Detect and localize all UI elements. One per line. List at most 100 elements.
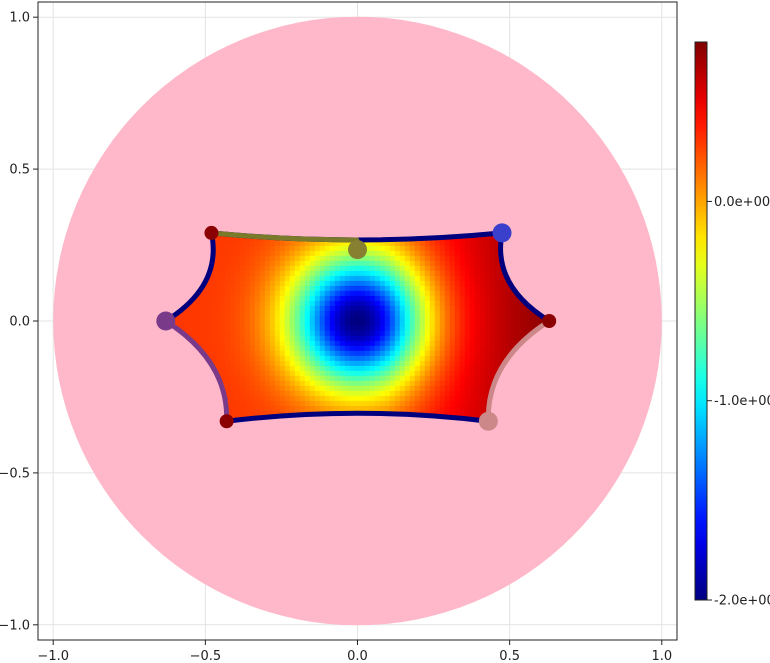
- heatmap-cell: [359, 280, 366, 287]
- heatmap-cell: [234, 260, 241, 267]
- heatmap-cell: [474, 270, 481, 277]
- heatmap-cell: [284, 310, 291, 317]
- heatmap-cell: [429, 240, 436, 247]
- heatmap-cell: [274, 360, 281, 367]
- heatmap-cell: [214, 255, 221, 262]
- heatmap-cell: [494, 275, 501, 282]
- heatmap-cell: [379, 260, 386, 267]
- heatmap-cell: [214, 350, 221, 357]
- heatmap-cell: [359, 285, 366, 292]
- heatmap-cell: [414, 275, 421, 282]
- heatmap-cell: [279, 320, 286, 327]
- heatmap-cell: [469, 410, 476, 417]
- heatmap-cell: [384, 285, 391, 292]
- heatmap-cell: [379, 380, 386, 387]
- heatmap-cell: [494, 295, 501, 302]
- heatmap-cell: [209, 270, 216, 277]
- heatmap-cell: [339, 345, 346, 352]
- heatmap-cell: [439, 335, 446, 342]
- heatmap-cell: [284, 305, 291, 312]
- heatmap-cell: [244, 260, 251, 267]
- heatmap-cell: [254, 410, 261, 417]
- heatmap-cell: [239, 395, 246, 402]
- heatmap-cell: [334, 375, 341, 382]
- heatmap-cell: [299, 245, 306, 252]
- heatmap-cell: [469, 405, 476, 412]
- heatmap-cell: [429, 310, 436, 317]
- heatmap-cell: [334, 305, 341, 312]
- heatmap-cell: [214, 280, 221, 287]
- heatmap-cell: [334, 280, 341, 287]
- heatmap-cell: [514, 330, 521, 337]
- heatmap-cell: [294, 395, 301, 402]
- heatmap-cell: [469, 380, 476, 387]
- heatmap-cell: [324, 380, 331, 387]
- heatmap-cell: [409, 365, 416, 372]
- heatmap-cell: [449, 250, 456, 257]
- heatmap-cell: [434, 240, 441, 247]
- heatmap-cell: [269, 310, 276, 317]
- heatmap-cell: [184, 305, 191, 312]
- heatmap-cell: [239, 245, 246, 252]
- heatmap-cell: [314, 390, 321, 397]
- heatmap-cell: [284, 280, 291, 287]
- heatmap-cell: [249, 315, 256, 322]
- heatmap-cell: [319, 270, 326, 277]
- heatmap-cell: [414, 330, 421, 337]
- heatmap-cell: [474, 265, 481, 272]
- heatmap-cell: [234, 340, 241, 347]
- heatmap-cell: [194, 335, 201, 342]
- heatmap-cell: [354, 320, 361, 327]
- heatmap-cell: [334, 245, 341, 252]
- heatmap-cell: [429, 250, 436, 257]
- polygon-edge-highlight: [208, 230, 360, 243]
- heatmap-cell: [414, 245, 421, 252]
- heatmap-cell: [329, 320, 336, 327]
- heatmap-cell: [264, 245, 271, 252]
- heatmap-cell: [439, 320, 446, 327]
- heatmap-cell: [444, 255, 451, 262]
- heatmap-cell: [199, 300, 206, 307]
- heatmap-cell: [384, 380, 391, 387]
- heatmap-cell: [284, 315, 291, 322]
- heatmap-cell: [309, 275, 316, 282]
- heatmap-cell: [439, 255, 446, 262]
- heatmap-cell: [229, 300, 236, 307]
- heatmap-cell: [399, 335, 406, 342]
- heatmap-cell: [254, 245, 261, 252]
- heatmap-cell: [274, 400, 281, 407]
- heatmap-cell: [464, 255, 471, 262]
- heatmap-cell: [364, 325, 371, 332]
- heatmap-cell: [274, 300, 281, 307]
- heatmap-cell: [244, 285, 251, 292]
- heatmap-cell: [319, 305, 326, 312]
- heatmap-cell: [309, 400, 316, 407]
- heatmap-cell: [314, 320, 321, 327]
- heatmap-cell: [469, 255, 476, 262]
- heatmap-cell: [469, 260, 476, 267]
- heatmap-cell: [489, 265, 496, 272]
- heatmap-cell: [509, 320, 516, 327]
- heatmap-cell: [439, 305, 446, 312]
- heatmap-cell: [229, 355, 236, 362]
- heatmap-cell: [274, 280, 281, 287]
- heatmap-cell: [469, 400, 476, 407]
- heatmap-cell: [489, 370, 496, 377]
- heatmap-cell: [239, 335, 246, 342]
- heatmap-cell: [319, 295, 326, 302]
- heatmap-cell: [389, 385, 396, 392]
- heatmap-cell: [349, 385, 356, 392]
- heatmap-cell: [294, 320, 301, 327]
- heatmap-cell: [359, 335, 366, 342]
- heatmap-cell: [329, 255, 336, 262]
- heatmap-cell: [324, 340, 331, 347]
- heatmap-cell: [204, 320, 211, 327]
- heatmap-cell: [249, 265, 256, 272]
- heatmap-cell: [394, 275, 401, 282]
- heatmap-cell: [304, 360, 311, 367]
- heatmap-cell: [179, 310, 186, 317]
- heatmap-cell: [484, 245, 491, 252]
- heatmap-cell: [514, 335, 521, 342]
- heatmap-cell: [264, 390, 271, 397]
- heatmap-cell: [264, 295, 271, 302]
